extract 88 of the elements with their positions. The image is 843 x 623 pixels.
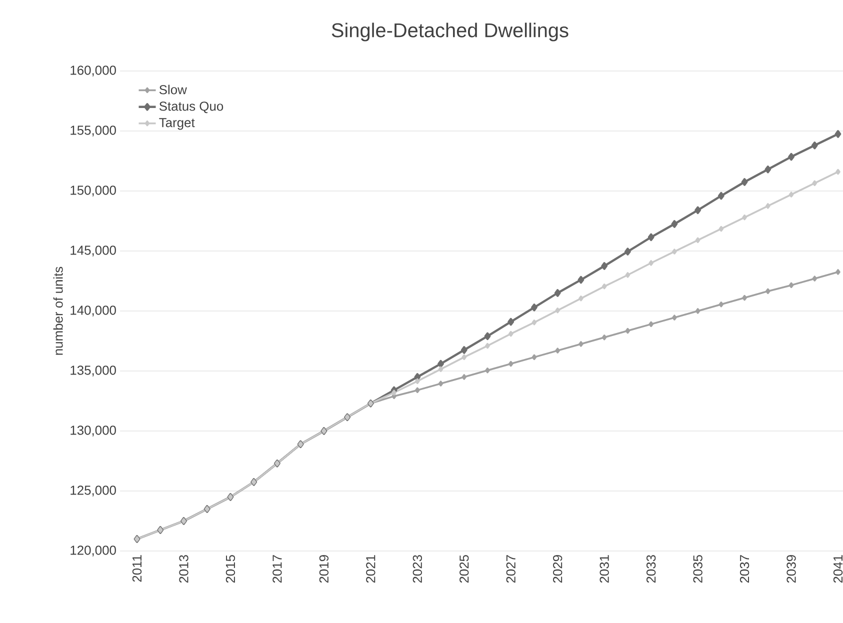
- point: [532, 354, 537, 360]
- point: [648, 233, 654, 242]
- point: [742, 294, 747, 301]
- point: [624, 248, 631, 256]
- point: [438, 366, 444, 372]
- point: [555, 348, 560, 354]
- point: [834, 130, 842, 138]
- point: [718, 192, 724, 200]
- point: [532, 320, 537, 326]
- point: [741, 178, 748, 186]
- x-tick-label: 2041: [833, 555, 843, 583]
- point: [648, 260, 654, 266]
- point: [602, 284, 607, 290]
- y-tick-label: 155,000: [70, 126, 116, 136]
- point: [392, 390, 396, 396]
- point: [625, 272, 630, 278]
- point: [672, 248, 677, 254]
- x-tick-label: 2031: [600, 555, 609, 583]
- point: [766, 288, 770, 294]
- point: [718, 226, 724, 232]
- point: [578, 341, 584, 347]
- point: [438, 380, 444, 386]
- x-tick-label: 2033: [646, 555, 656, 583]
- point: [812, 180, 818, 186]
- point: [484, 332, 491, 340]
- x-tick-label: 2013: [179, 555, 188, 583]
- point: [811, 142, 818, 150]
- point: [836, 168, 840, 175]
- point: [438, 360, 444, 368]
- y-tick-label: 145,000: [70, 246, 116, 256]
- point: [602, 334, 607, 340]
- y-tick-label: 160,000: [70, 66, 116, 76]
- point: [462, 374, 467, 380]
- point: [508, 330, 514, 337]
- point: [625, 328, 630, 334]
- y-tick-label: 150,000: [70, 186, 116, 196]
- x-tick-label: 2011: [132, 555, 142, 582]
- point: [601, 262, 608, 270]
- point: [764, 166, 772, 174]
- x-tick-label: 2021: [366, 555, 376, 583]
- point: [788, 282, 794, 288]
- point: [718, 302, 724, 308]
- y-tick-label: 130,000: [70, 426, 116, 436]
- x-tick-label: 2027: [506, 555, 516, 583]
- point: [578, 276, 584, 284]
- point: [462, 354, 467, 360]
- x-tick-label: 2035: [693, 555, 702, 583]
- legend-label: Status Quo: [159, 102, 224, 114]
- x-tick-label: 2025: [460, 555, 469, 583]
- point: [742, 214, 747, 220]
- point: [508, 318, 514, 326]
- point: [578, 296, 584, 302]
- point: [694, 206, 701, 214]
- x-tick-label: 2029: [553, 555, 562, 583]
- point: [788, 192, 794, 198]
- legend-label: Slow: [159, 84, 187, 94]
- x-tick-label: 2039: [786, 555, 796, 583]
- point: [415, 387, 420, 394]
- y-tick-label: 120,000: [70, 546, 116, 556]
- point: [485, 368, 490, 374]
- point: [485, 342, 490, 349]
- point: [836, 269, 840, 275]
- point: [415, 378, 420, 384]
- x-tick-label: 2015: [226, 555, 236, 583]
- point: [460, 346, 468, 354]
- point: [508, 360, 514, 367]
- x-tick-label: 2023: [412, 555, 422, 583]
- point: [648, 321, 654, 328]
- y-tick-label: 135,000: [70, 366, 116, 376]
- point: [812, 276, 818, 282]
- x-tick-label: 2037: [740, 555, 750, 583]
- x-tick-label: 2017: [272, 555, 282, 583]
- chart-title: Single-Detached Dwellings: [332, 22, 568, 42]
- legend-label: Target: [159, 118, 195, 130]
- point: [554, 289, 561, 297]
- x-tick-label: 2019: [319, 555, 329, 583]
- point: [788, 152, 794, 161]
- point: [766, 203, 770, 209]
- point: [672, 314, 677, 320]
- point: [414, 373, 421, 381]
- point: [695, 308, 700, 314]
- y-axis-title: number of units: [53, 266, 63, 355]
- point: [531, 304, 538, 312]
- point: [555, 308, 560, 314]
- point: [695, 237, 700, 244]
- y-tick-label: 140,000: [70, 306, 116, 316]
- y-tick-label: 125,000: [70, 486, 116, 496]
- point: [671, 220, 678, 228]
